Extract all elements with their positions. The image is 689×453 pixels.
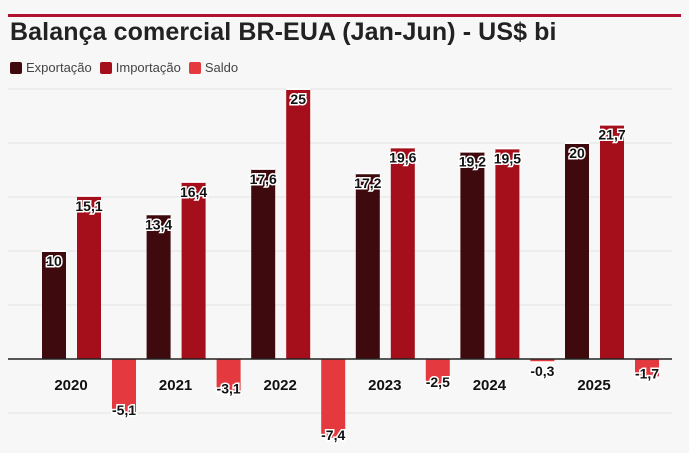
bar-importação-2020 — [77, 195, 101, 359]
value-label: 13,4 — [145, 216, 172, 232]
bar-importação-2021 — [181, 181, 206, 359]
value-label: 19,5 — [494, 150, 521, 166]
bar-exportação-2024 — [460, 151, 485, 359]
category-label-2024: 2024 — [473, 377, 507, 394]
value-label: -3,1 — [217, 380, 241, 396]
bar-importação-2022 — [286, 89, 311, 359]
value-label: 19,2 — [459, 154, 486, 170]
value-label: 16,4 — [180, 184, 207, 200]
bar-saldo-2021 — [216, 359, 241, 393]
bar-saldo-2020 — [112, 359, 136, 415]
value-label: -0,3 — [530, 363, 554, 379]
value-label: 21,7 — [598, 127, 625, 143]
value-label: 10 — [46, 253, 62, 269]
value-label: -7,4 — [321, 427, 345, 443]
legend-swatch-saldo — [188, 61, 201, 74]
legend-item-exportacao: Exportação — [10, 60, 92, 75]
chart-title: Balança comercial BR-EUA (Jan-Jun) - US$… — [10, 18, 557, 46]
bar-saldo-2023 — [425, 359, 450, 386]
legend-item-saldo: Saldo — [188, 60, 239, 75]
bar-saldo-2025 — [635, 359, 659, 378]
bar-exportação-2023 — [355, 173, 380, 359]
bar-exportação-2020 — [42, 251, 66, 359]
category-label-2020: 2020 — [54, 377, 87, 394]
category-label-2021: 2021 — [159, 377, 192, 394]
value-label: -5,1 — [112, 402, 136, 418]
value-label: -2,5 — [426, 374, 450, 390]
value-label: 19,6 — [389, 149, 416, 165]
bar-importação-2023 — [390, 147, 415, 359]
value-label: 17,2 — [354, 175, 381, 191]
bar-importação-2024 — [495, 148, 520, 359]
value-label: 25 — [290, 91, 306, 107]
bar-importação-2025 — [600, 124, 624, 359]
value-label: 15,1 — [75, 198, 102, 214]
bar-exportação-2021 — [146, 214, 171, 359]
title-rule — [8, 14, 681, 17]
value-label: 17,6 — [250, 171, 277, 187]
category-label-2023: 2023 — [368, 377, 401, 394]
value-label: -1,7 — [635, 365, 659, 381]
category-label-2022: 2022 — [264, 377, 297, 394]
bar-saldo-2024 — [530, 359, 555, 363]
legend-label-exportacao: Exportação — [26, 60, 92, 75]
legend-label-saldo: Saldo — [204, 60, 239, 75]
value-label: 20 — [569, 145, 585, 161]
bar-exportação-2025 — [565, 143, 589, 359]
legend: Exportação Importação Saldo — [10, 60, 238, 75]
bar-saldo-2022 — [321, 359, 346, 439]
legend-label-importacao: Importação — [115, 60, 181, 75]
category-label-2025: 2025 — [577, 377, 610, 394]
bar-exportação-2022 — [251, 168, 276, 359]
legend-swatch-importacao — [99, 61, 112, 74]
legend-item-importacao: Importação — [99, 60, 181, 75]
legend-swatch-exportacao — [10, 61, 22, 74]
